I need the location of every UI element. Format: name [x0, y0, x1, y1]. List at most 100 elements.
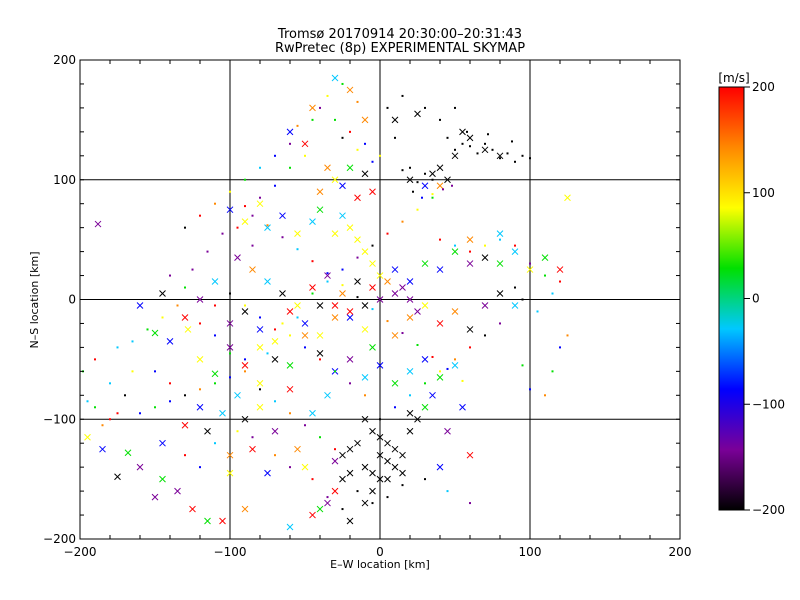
- data-point-x: [354, 439, 361, 447]
- data-point-x: [421, 403, 429, 411]
- data-point-x: [346, 356, 354, 363]
- data-point-x: [406, 409, 414, 417]
- data-point-dot: [506, 152, 509, 155]
- data-point-x: [354, 236, 361, 243]
- data-point-x: [511, 248, 519, 255]
- data-point-dot: [244, 304, 246, 307]
- data-point-x: [451, 362, 459, 369]
- data-point-x: [114, 473, 121, 481]
- data-point-dot: [349, 382, 351, 385]
- data-point-dot: [214, 202, 216, 205]
- data-point-dot: [439, 370, 441, 373]
- data-point-dot: [199, 466, 201, 469]
- data-point-x: [496, 260, 504, 267]
- data-point-dot: [184, 394, 186, 397]
- data-point-x: [414, 308, 421, 315]
- data-point-dot: [401, 220, 404, 223]
- data-point-dot: [184, 286, 186, 289]
- data-point-x: [436, 182, 444, 190]
- data-point-dot: [439, 118, 441, 121]
- data-point-x: [301, 463, 309, 471]
- data-point-x: [196, 296, 204, 303]
- data-point-x: [331, 74, 339, 82]
- data-point-x: [451, 152, 459, 160]
- data-point-x: [189, 505, 196, 513]
- data-point-dot: [356, 490, 359, 493]
- data-point-x: [324, 272, 331, 279]
- data-point-x: [354, 278, 361, 285]
- data-point-x: [391, 290, 399, 297]
- data-point-x: [286, 523, 294, 531]
- data-point-x: [384, 457, 391, 465]
- data-point-x: [226, 206, 234, 214]
- data-point-x: [124, 449, 132, 457]
- data-point-x: [99, 445, 106, 453]
- data-point-dot: [371, 308, 374, 311]
- data-point-dot: [304, 424, 306, 427]
- data-point-x: [226, 469, 234, 477]
- data-point-x: [316, 332, 324, 339]
- data-point-x: [526, 266, 534, 273]
- data-point-dot: [364, 142, 366, 145]
- data-point-x: [369, 469, 376, 477]
- data-point-x: [429, 391, 436, 399]
- data-point-x: [264, 278, 271, 285]
- data-point-dot: [326, 280, 329, 283]
- data-point-dot: [304, 346, 306, 349]
- data-point-x: [376, 433, 384, 441]
- data-point-dot: [514, 286, 516, 289]
- data-point-dot: [476, 152, 479, 155]
- data-point-dot: [416, 208, 419, 211]
- data-point-dot: [169, 400, 171, 403]
- data-point-dot: [274, 454, 276, 457]
- data-point-dot: [469, 145, 471, 148]
- data-point-x: [324, 164, 331, 172]
- data-point-x: [376, 475, 384, 483]
- data-point-dot: [221, 232, 224, 235]
- data-point-x: [466, 260, 474, 267]
- data-point-x: [294, 445, 301, 453]
- data-point-x: [234, 254, 241, 261]
- data-point-dot: [424, 106, 426, 109]
- chart-subtitle: RwPretec (8p) EXPERIMENTAL SKYMAP: [274, 41, 526, 56]
- data-point-dot: [469, 502, 471, 505]
- data-point-x: [136, 463, 144, 471]
- data-point-dot: [431, 355, 434, 358]
- x-axis-label: E–W location [km]: [330, 558, 430, 571]
- data-point-x: [279, 290, 286, 297]
- data-point-x: [436, 164, 444, 172]
- data-point-x: [294, 302, 301, 309]
- data-point-dot: [289, 166, 291, 169]
- data-point-dot: [446, 367, 449, 370]
- x-tick-label: 0: [376, 545, 384, 559]
- data-point-x: [331, 314, 339, 321]
- data-point-x: [159, 439, 166, 447]
- data-point-dot: [319, 358, 321, 361]
- data-point-dot: [394, 406, 396, 409]
- data-point-x: [496, 230, 504, 237]
- data-point-dot: [274, 184, 276, 187]
- colorbar: [718, 86, 745, 511]
- data-point-x: [174, 487, 181, 495]
- data-point-dot: [191, 268, 194, 271]
- data-point-x: [339, 451, 346, 459]
- data-point-dot: [499, 238, 501, 241]
- data-point-dot: [514, 160, 516, 163]
- data-point-dot: [341, 284, 344, 287]
- data-point-dot: [401, 94, 404, 97]
- data-point-dot: [386, 496, 389, 499]
- data-point-dot: [169, 274, 171, 277]
- data-point-dot: [371, 502, 374, 505]
- data-point-x: [391, 332, 399, 339]
- data-point-x: [436, 463, 444, 471]
- data-point-x: [376, 362, 384, 369]
- data-point-dot: [259, 196, 261, 199]
- data-point-dot: [544, 274, 546, 277]
- data-point-dot: [401, 169, 404, 172]
- data-point-x: [406, 278, 414, 285]
- data-point-dot: [236, 430, 239, 433]
- data-point-dot: [536, 310, 539, 313]
- data-point-x: [361, 170, 369, 178]
- data-point-x: [226, 344, 234, 351]
- data-point-dot: [451, 184, 453, 187]
